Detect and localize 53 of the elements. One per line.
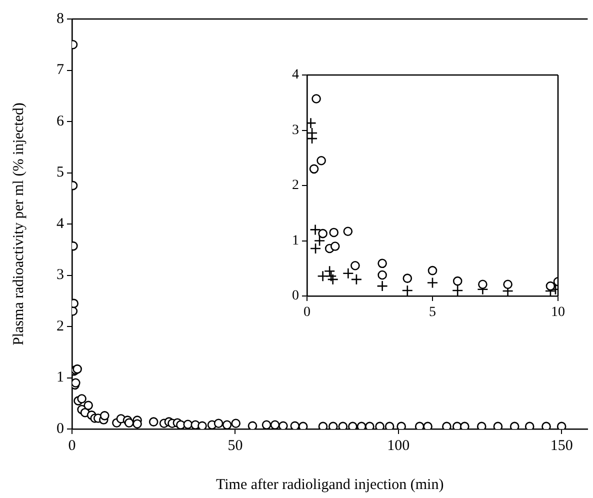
point [402, 274, 412, 283]
point [503, 280, 512, 290]
point [310, 224, 321, 236]
x-tick-label: 150 [550, 438, 573, 454]
y-tick-label: 3 [292, 122, 299, 138]
y-tick-label: 6 [56, 113, 64, 130]
point [426, 277, 438, 288]
point [343, 226, 353, 236]
y-tick-label: 7 [56, 62, 64, 78]
point [342, 268, 354, 279]
y-tick-label: 4 [292, 68, 299, 83]
point [317, 270, 328, 282]
x-tick-label: 0 [68, 438, 76, 454]
y-tick-label: 1 [56, 370, 64, 386]
x-tick-label: 100 [387, 438, 410, 454]
point [350, 260, 360, 270]
x-tick-label: 50 [228, 438, 243, 454]
point [378, 258, 387, 268]
point [350, 274, 362, 286]
point [478, 280, 488, 290]
x-tick-label: 5 [429, 305, 436, 320]
point [310, 242, 322, 254]
point [452, 276, 462, 286]
y-tick-label: 1 [292, 233, 299, 248]
point [309, 164, 319, 174]
point [428, 266, 438, 276]
point [329, 228, 339, 238]
point [376, 280, 388, 292]
point [546, 281, 556, 291]
y-tick-label: 8 [56, 10, 64, 27]
x-tick-label: 10 [551, 305, 565, 320]
point [318, 228, 328, 238]
y-tick-label: 0 [56, 420, 64, 437]
x-axis-title: Time after radioligand injection (min) [216, 476, 444, 493]
y-tick-label: 0 [292, 288, 299, 304]
y-tick-label: 5 [56, 164, 64, 181]
point [330, 242, 340, 251]
point [316, 156, 326, 166]
y-tick-label: 3 [56, 267, 64, 284]
point [314, 235, 326, 246]
point [325, 270, 337, 282]
point [327, 274, 339, 286]
point [307, 132, 318, 144]
x-tick-label: 0 [304, 305, 310, 320]
point [378, 270, 387, 280]
y-axis-title: Plasma radioactivity per ml (% injected) [10, 102, 27, 346]
point [324, 265, 336, 277]
y-tick-label: 2 [56, 318, 64, 334]
point [452, 284, 464, 296]
point [402, 284, 414, 296]
y-tick-label: 2 [292, 178, 299, 194]
point [312, 94, 321, 104]
y-tick-label: 4 [56, 216, 64, 232]
